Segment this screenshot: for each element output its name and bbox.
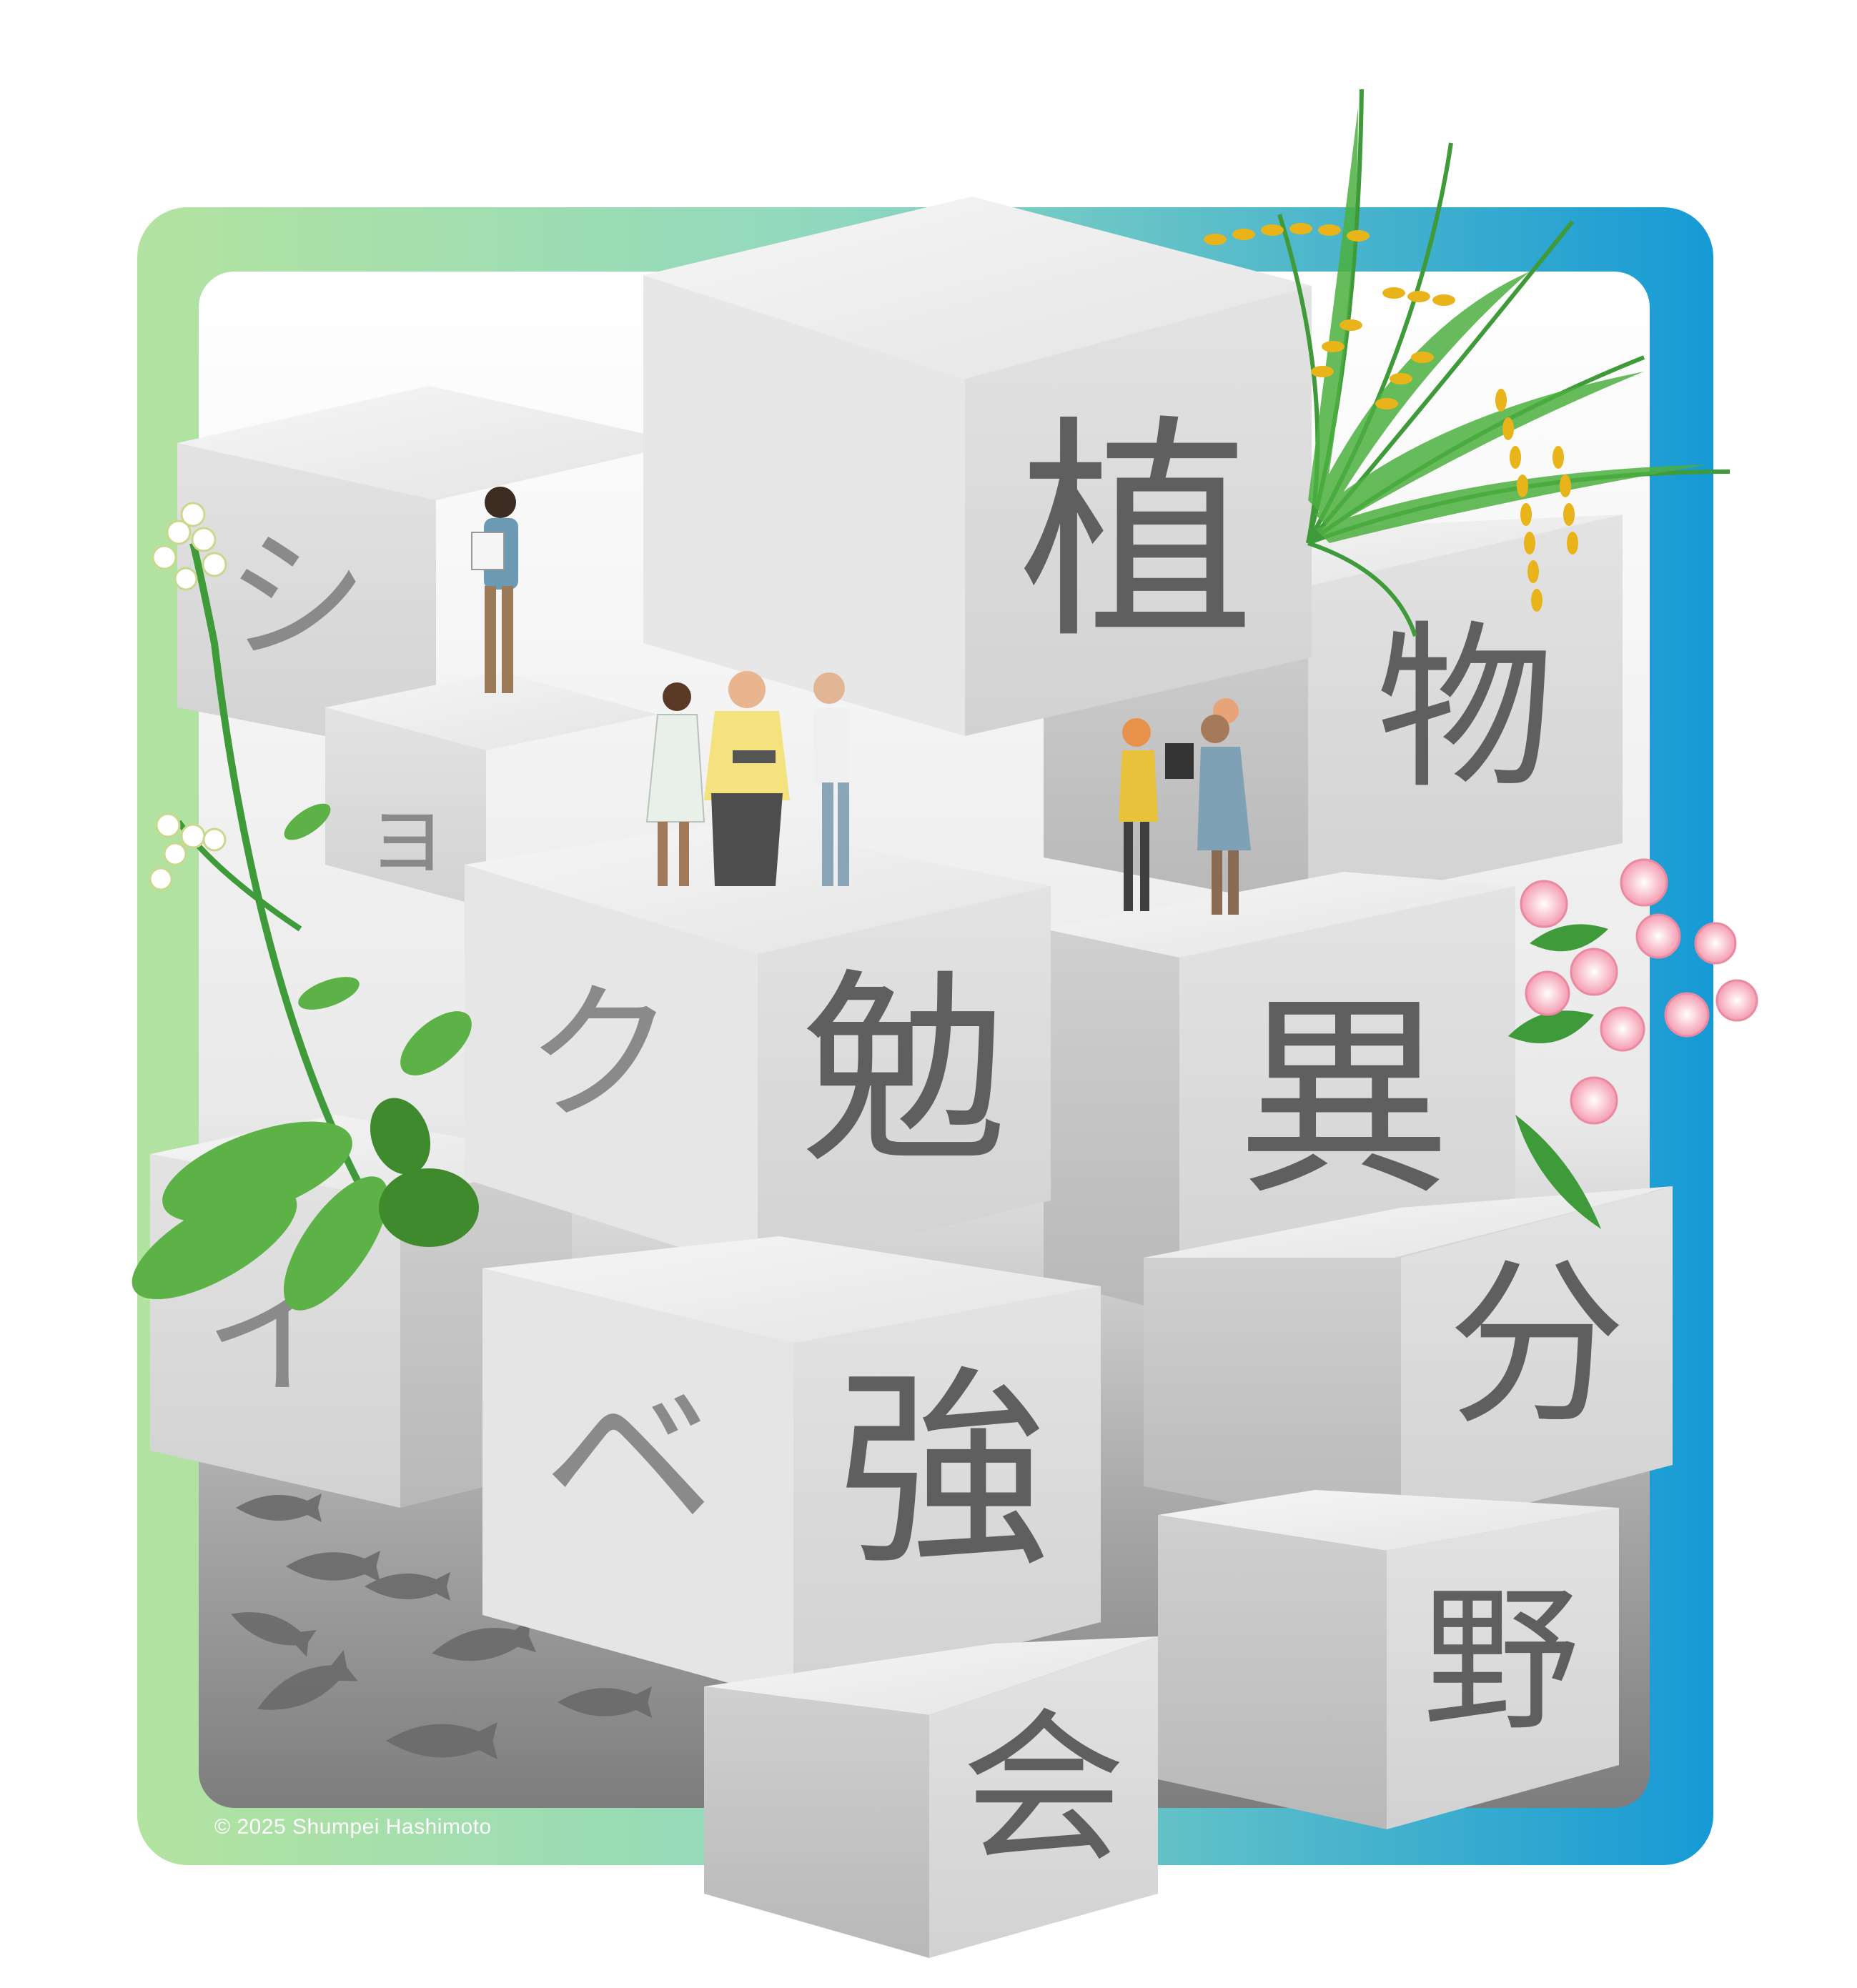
cube-ben: ク 勉	[465, 822, 1051, 1272]
person-woman-labcoat	[645, 682, 705, 886]
glyph-kai: 会	[961, 1694, 1126, 1885]
glyph-i-different: 異	[1237, 975, 1451, 1224]
person-center-yellow	[704, 671, 790, 886]
glyph-be: ベ	[543, 1360, 715, 1560]
glyph-ben: 勉	[801, 951, 1008, 1192]
glyph-shi: シ	[225, 515, 368, 681]
glyph-yo: ョ	[361, 779, 454, 888]
person-top-left	[471, 487, 518, 693]
glyph-shoku: 植	[1019, 396, 1254, 670]
glyph-bun: 分	[1447, 1241, 1626, 1448]
arabidopsis-plant	[132, 502, 479, 1311]
cube-shoku: 植	[643, 197, 1312, 736]
cube-kai: 会	[704, 1636, 1158, 1958]
person-with-child	[1165, 698, 1251, 915]
glyph-mono: 物	[1376, 605, 1555, 812]
cube-yo: ョ	[325, 672, 658, 908]
cube-shi: シ	[177, 386, 686, 757]
people-figures	[471, 487, 1251, 915]
person-yellow-jacket	[1119, 718, 1158, 911]
copyright-credit: © 2025 Shumpei Hashimoto	[214, 1815, 492, 1839]
morning-glory-flowers	[1508, 858, 1758, 1229]
rice-plant	[1204, 89, 1730, 637]
glyph-ku: ク	[525, 967, 675, 1142]
glyph-kyo: 強	[836, 1346, 1051, 1596]
person-man-glasses	[813, 672, 849, 886]
fish-school	[231, 1494, 652, 1759]
glyph-ya: 野	[1422, 1569, 1580, 1752]
cube-kyo: ベ 強	[482, 1236, 1101, 1701]
cube-bun: 分	[1144, 1186, 1673, 1536]
cube-ya: 野	[1158, 1490, 1619, 1829]
